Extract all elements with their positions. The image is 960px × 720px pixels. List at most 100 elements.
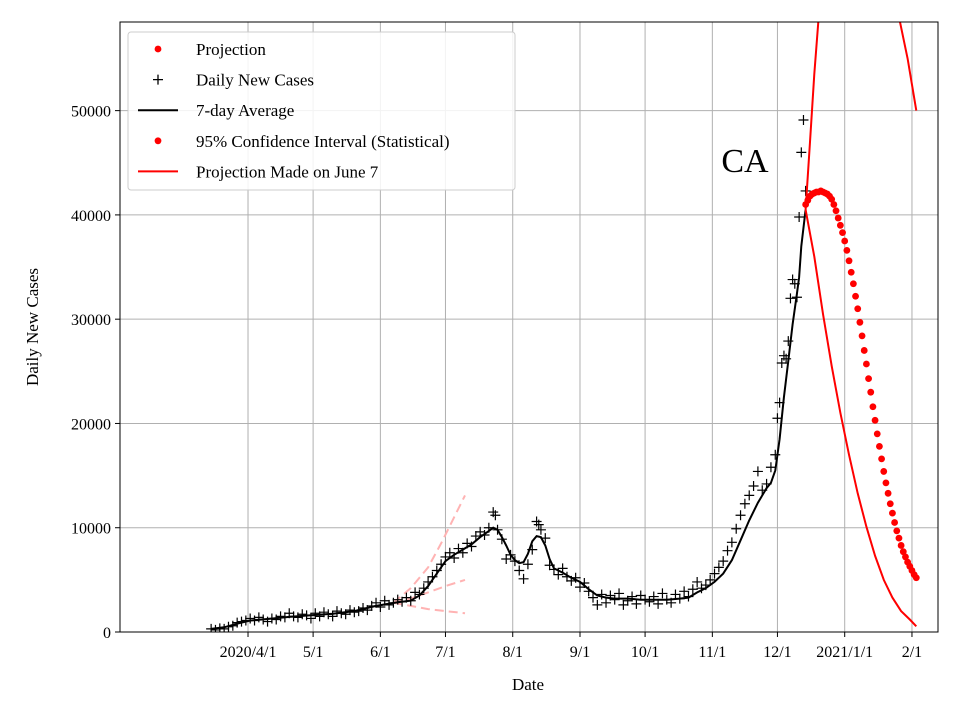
y-tick-label: 0: [103, 625, 111, 642]
daily-case-point: [744, 490, 755, 501]
chart-annotation: CA: [721, 143, 769, 180]
daily-case-point: [601, 597, 612, 608]
projection-point: [882, 479, 890, 487]
x-axis-label: Date: [512, 675, 544, 694]
y-tick-label: 30000: [71, 312, 111, 329]
june7-projection-line: [804, 22, 820, 210]
projection-band-line: [393, 578, 466, 604]
daily-case-point: [796, 147, 807, 158]
projection-point: [836, 221, 844, 229]
daily-case-point: [644, 596, 655, 607]
projection-point: [867, 388, 875, 396]
daily-case-point: [709, 568, 720, 579]
projection-point: [889, 509, 896, 517]
daily-case-point: [533, 519, 544, 530]
x-tick-label: 2021/1/1: [816, 644, 873, 661]
projection-point: [871, 416, 879, 424]
projection-band-line: [392, 494, 466, 604]
projection-point: [854, 305, 862, 313]
daily-case-point: [501, 554, 512, 565]
projection-point: [880, 468, 888, 475]
projection-point: [832, 207, 840, 215]
daily-case-point: [748, 481, 759, 492]
daily-case-point: [344, 605, 355, 616]
plot-area: [206, 22, 920, 632]
june7-projection-line: [898, 22, 918, 111]
daily-case-point: [318, 607, 329, 618]
projection-band-line: [393, 601, 466, 615]
projection-point: [860, 347, 868, 354]
x-tick-label: 2020/4/1: [220, 644, 277, 661]
daily-case-point: [785, 293, 796, 304]
daily-case-point: [210, 624, 221, 632]
daily-case-point: [722, 545, 733, 556]
projection-point: [912, 574, 920, 582]
projection-point: [865, 375, 872, 383]
projection-point: [876, 442, 883, 450]
projection-point: [852, 292, 859, 300]
y-tick-label: 40000: [71, 208, 111, 225]
x-tick-label: 5/1: [303, 644, 323, 661]
daily-case-point: [470, 531, 481, 542]
legend-label: Daily New Cases: [196, 71, 314, 90]
projection-point: [897, 542, 905, 549]
daily-case-point: [518, 573, 529, 584]
y-tick-label: 20000: [71, 416, 111, 433]
daily-case-point: [574, 582, 585, 593]
projection-point: [884, 489, 892, 497]
daily-case-point: [735, 510, 746, 521]
y-tick-label: 10000: [71, 521, 111, 538]
daily-case-point: [588, 592, 599, 603]
daily-case-point: [679, 586, 690, 597]
daily-case-point: [297, 609, 308, 620]
daily-case-point: [245, 613, 256, 624]
legend-label: Projection Made on June 7: [196, 162, 379, 181]
daily-case-point: [410, 587, 421, 598]
plot-series: [206, 22, 920, 632]
daily-case-point: [614, 588, 625, 599]
x-tick-label: 2/1: [902, 644, 922, 661]
projection-point: [856, 318, 864, 326]
daily-case-point: [622, 595, 633, 606]
x-tick-label: 10/1: [631, 644, 659, 661]
daily-case-point: [787, 274, 798, 285]
daily-case-point: [752, 466, 763, 477]
legend-label: Projection: [196, 40, 266, 59]
projection-point: [902, 553, 909, 561]
projection-point: [886, 500, 894, 508]
daily-case-point: [535, 524, 546, 535]
daily-case-point: [522, 559, 533, 570]
daily-case-point: [794, 211, 805, 222]
y-axis-label: Daily New Cases: [23, 268, 42, 386]
daily-case-point: [776, 357, 787, 368]
projection-point: [828, 195, 836, 203]
projection-point: [830, 201, 838, 208]
daily-case-point: [705, 574, 716, 585]
daily-case-point: [275, 611, 286, 622]
x-tick-label: 9/1: [570, 644, 590, 661]
daily-case-point: [375, 601, 386, 612]
daily-case-point: [726, 537, 737, 548]
daily-case-point: [739, 498, 750, 509]
projection-point: [845, 257, 853, 265]
projection-point: [849, 280, 857, 288]
daily-case-point: [219, 623, 230, 632]
daily-case-point: [687, 584, 698, 595]
projection-point: [873, 430, 881, 438]
daily-case-point: [692, 576, 703, 587]
projection-point: [899, 548, 907, 556]
daily-case-point: [444, 547, 455, 558]
axis-ticks: 2020/4/1 5/1 6/1 7/1 8/1 9/1 10/1 11/1 12/1 2021/…: [71, 104, 922, 661]
daily-case-point: [657, 588, 668, 599]
legend-label: 7-day Average: [196, 101, 294, 120]
daily-case-point: [514, 565, 525, 576]
daily-case-point: [765, 462, 776, 473]
projection-point: [841, 237, 849, 245]
projection-point: [891, 519, 899, 526]
y-tick-label: 50000: [71, 104, 111, 121]
axes-frame: [119, 21, 939, 633]
projection-point: [839, 229, 846, 237]
daily-case-point: [718, 556, 729, 567]
daily-case-point: [490, 510, 501, 521]
